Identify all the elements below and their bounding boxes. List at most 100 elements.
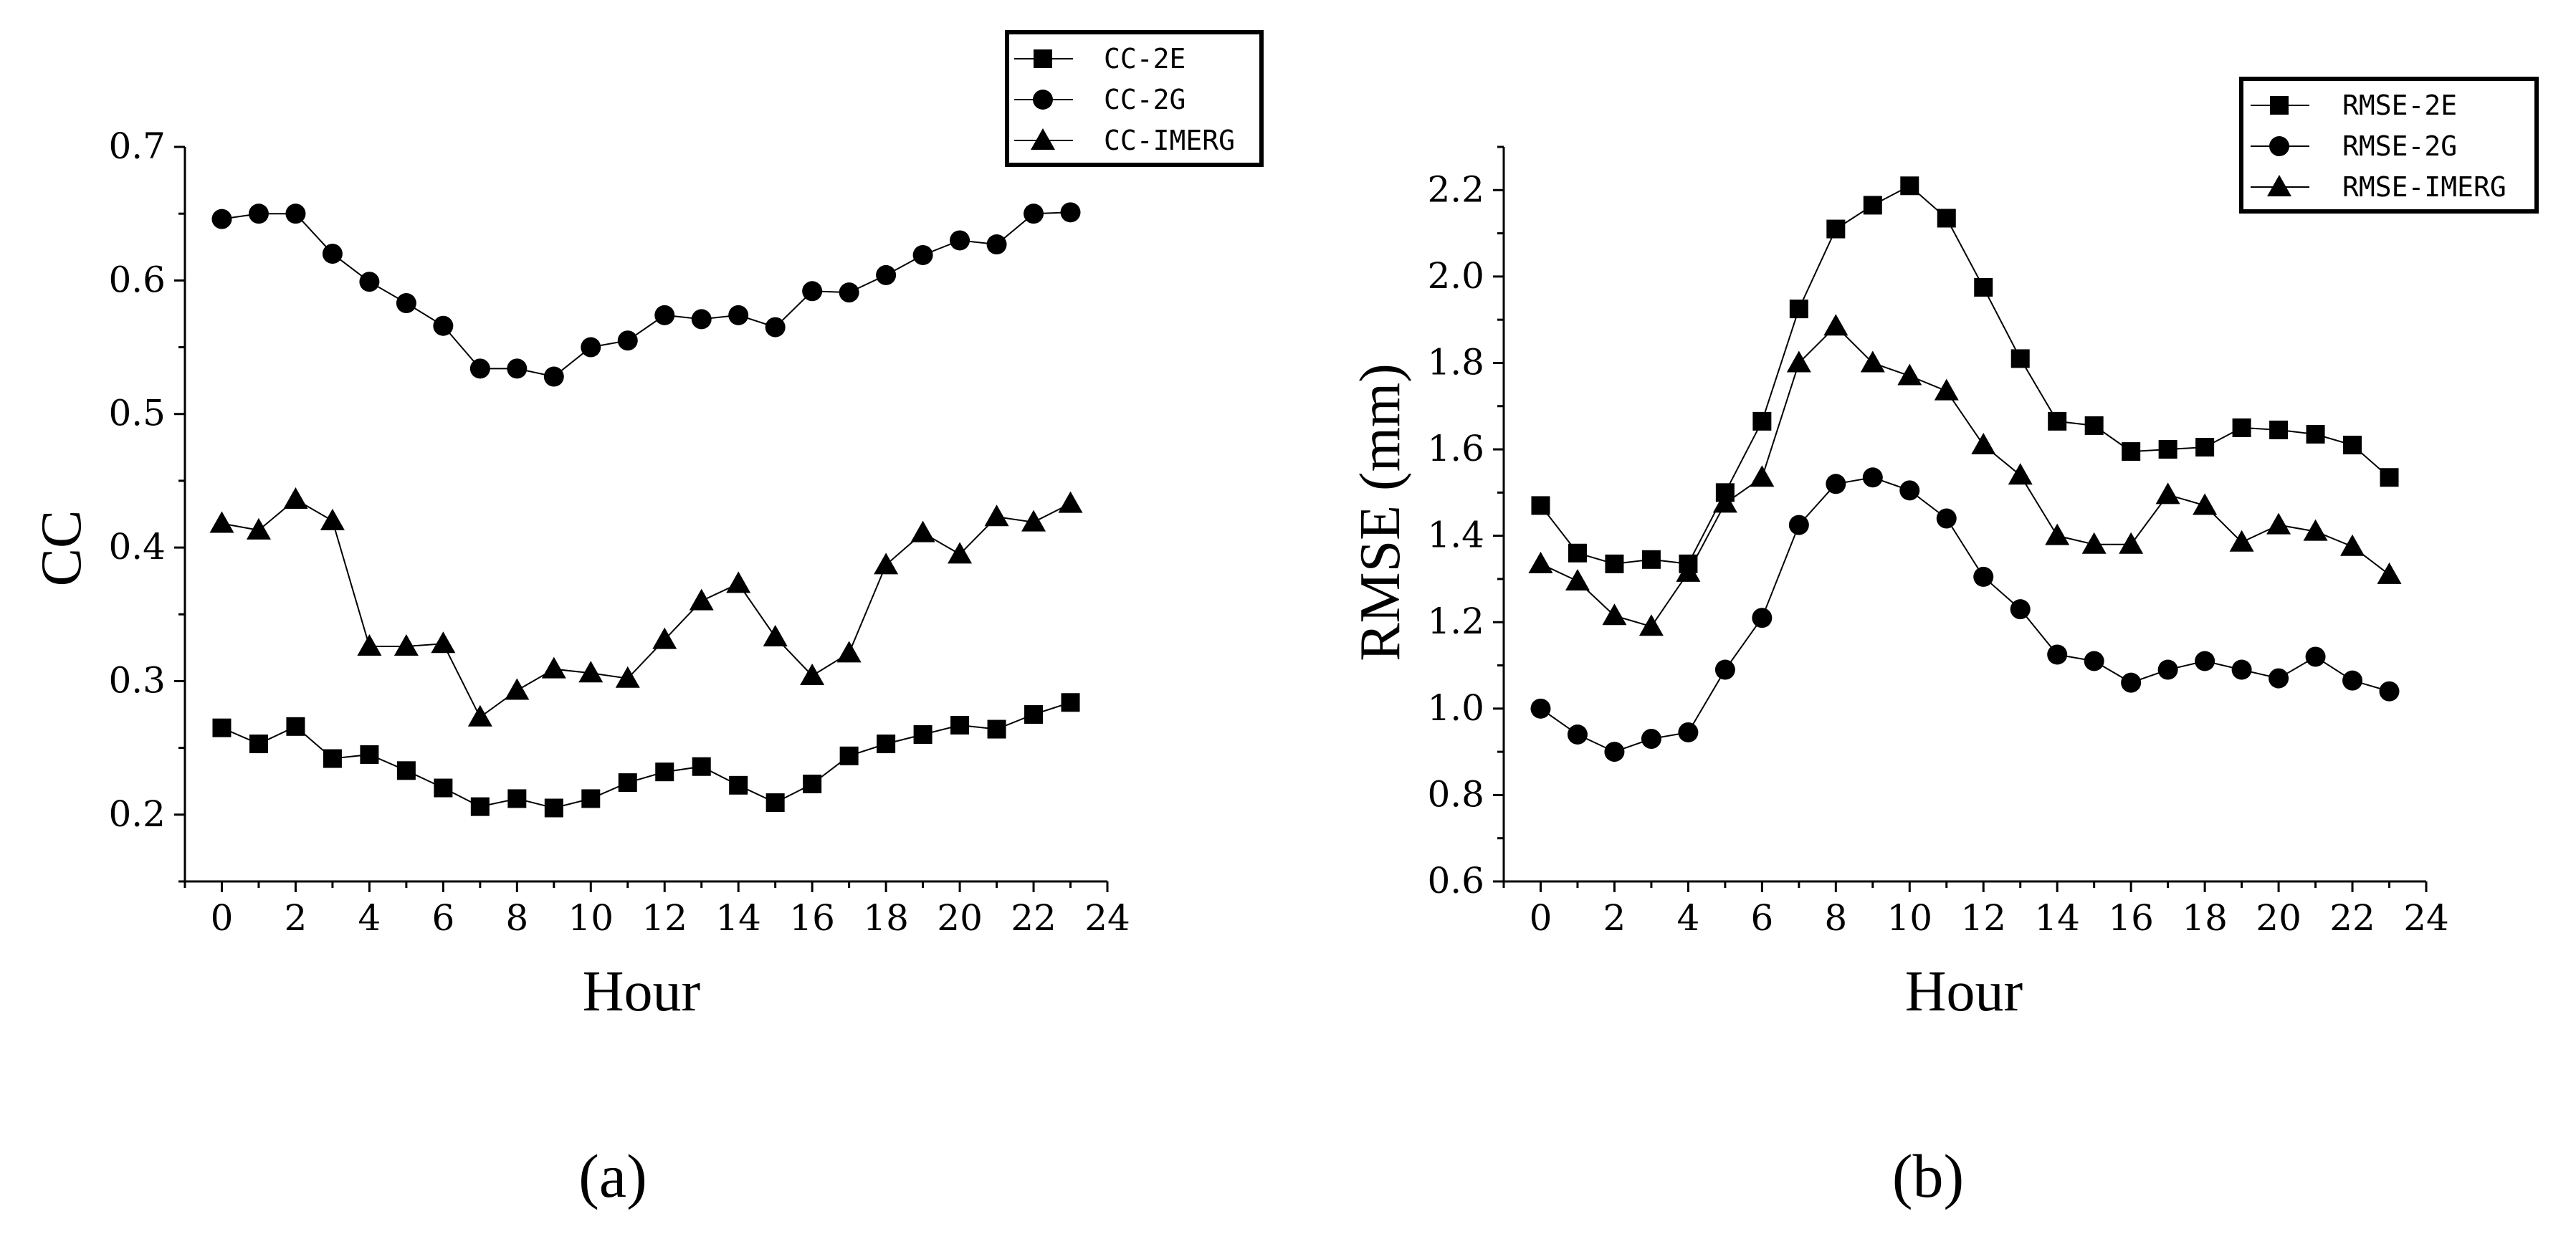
data-point-rmse-2e xyxy=(2380,468,2399,487)
data-point-cc-2e xyxy=(987,719,1006,739)
y-tick-label-b: 2.2 xyxy=(1427,168,1484,210)
x-tick-label-b: 24 xyxy=(2403,897,2449,939)
x-tick-label-a: 14 xyxy=(715,897,761,939)
y-tick-label-b: 1.8 xyxy=(1427,341,1484,383)
data-point-rmse-imerg xyxy=(1712,491,1737,513)
data-point-rmse-2g xyxy=(1530,698,1551,719)
data-point-cc-2g xyxy=(581,337,601,358)
data-point-cc-2g xyxy=(469,358,490,379)
data-point-rmse-imerg xyxy=(1676,560,1701,582)
data-point-cc-2g xyxy=(248,204,269,224)
data-point-cc-imerg xyxy=(357,634,382,656)
data-point-rmse-2e xyxy=(2269,420,2289,439)
data-point-cc-2g xyxy=(802,281,823,302)
data-point-rmse-imerg xyxy=(1750,465,1775,487)
data-point-rmse-2e xyxy=(1826,219,1846,239)
data-point-rmse-imerg xyxy=(1971,433,1996,455)
data-point-cc-imerg xyxy=(652,627,677,649)
data-point-cc-2e xyxy=(618,773,637,793)
y-tick-label-a: 0.3 xyxy=(108,659,166,701)
x-tick-label-b: 14 xyxy=(2034,897,2080,939)
data-point-rmse-imerg xyxy=(2193,493,2218,515)
data-point-rmse-2e xyxy=(2195,438,2215,457)
data-point-cc-2e xyxy=(877,735,896,754)
data-point-rmse-2g xyxy=(1826,474,1846,494)
data-point-cc-imerg xyxy=(689,588,714,611)
x-tick-label-a: 22 xyxy=(1011,897,1056,939)
data-point-cc-2g xyxy=(1024,204,1044,224)
data-point-cc-2g xyxy=(396,293,416,314)
data-point-cc-2g xyxy=(839,282,859,303)
data-point-rmse-2g xyxy=(2084,651,2104,671)
chart-panel-a: 0.20.30.40.50.60.70 2 4 6 8 10 12 14 16 18 20 22 24 … xyxy=(30,30,1264,1210)
data-point-rmse-2g xyxy=(1678,722,1699,742)
data-point-rmse-2e xyxy=(2048,411,2067,431)
data-point-rmse-2g xyxy=(1567,724,1588,745)
data-point-rmse-2e xyxy=(1900,176,1919,196)
data-point-rmse-2g xyxy=(1641,729,1661,750)
data-point-cc-2e xyxy=(1024,705,1044,724)
data-point-cc-2e xyxy=(323,749,342,768)
data-point-rmse-2e xyxy=(2232,418,2251,437)
data-point-rmse-2e xyxy=(1974,277,1993,297)
data-point-rmse-2e xyxy=(1641,550,1661,569)
x-axis-label-b: Hour xyxy=(1905,960,2023,1023)
data-point-cc-2e xyxy=(544,798,563,818)
data-point-rmse-2g xyxy=(1936,508,1957,529)
data-point-rmse-imerg xyxy=(1934,378,1959,401)
x-tick-label-a: 4 xyxy=(358,897,381,939)
data-point-cc-2g xyxy=(912,244,933,265)
data-point-cc-imerg xyxy=(984,504,1009,527)
legend-b: RMSE-2E RMSE-2G RMSE-IMERG xyxy=(2239,77,2539,214)
data-point-rmse-2e xyxy=(1863,196,1882,215)
data-point-cc-imerg xyxy=(246,517,271,540)
legend-marker-cc-imerg xyxy=(1031,128,1055,150)
data-point-cc-2e xyxy=(655,762,674,782)
data-point-cc-imerg xyxy=(910,520,935,542)
data-point-rmse-2g xyxy=(2231,659,2252,680)
data-point-rmse-imerg xyxy=(2303,519,2328,541)
legend-label-rmse-imerg: RMSE-IMERG xyxy=(2342,171,2506,203)
data-point-rmse-imerg xyxy=(1602,603,1627,626)
x-tick-label-b: 20 xyxy=(2256,897,2301,939)
data-point-cc-2g xyxy=(543,366,564,387)
axes-b: 0.60.81.01.21.41.61.82.02.20 2 4 6 8 10 12 14 16… xyxy=(1427,145,2449,939)
x-tick-label-b: 2 xyxy=(1603,897,1626,939)
data-point-rmse-2g xyxy=(2195,651,2215,671)
legend-label-cc-2e: CC-2E xyxy=(1104,43,1186,75)
data-point-rmse-2e xyxy=(1531,496,1550,515)
data-point-rmse-2e xyxy=(2122,442,2141,461)
data-point-cc-2g xyxy=(359,272,380,292)
legend-label-cc-imerg: CC-IMERG xyxy=(1104,125,1235,156)
data-point-cc-imerg xyxy=(209,511,234,533)
y-tick-label-a: 0.4 xyxy=(108,526,166,568)
data-point-rmse-2e xyxy=(2158,440,2177,459)
legend-marker-rmse-2g xyxy=(2269,136,2289,156)
data-point-cc-2e xyxy=(249,735,268,754)
data-point-rmse-2e xyxy=(2306,424,2325,444)
y-tick-label-a: 0.2 xyxy=(108,793,166,835)
panel-caption-b: (b) xyxy=(1892,1142,1964,1210)
data-point-rmse-2g xyxy=(1714,659,1735,680)
data-point-cc-2e xyxy=(434,778,453,798)
data-point-cc-2g xyxy=(617,330,638,351)
legend-marker-rmse-imerg xyxy=(2267,175,2291,196)
legend-label-rmse-2g: RMSE-2G xyxy=(2342,130,2457,162)
data-point-cc-2e xyxy=(470,797,490,816)
data-point-rmse-imerg xyxy=(2266,512,2291,535)
y-tick-label-b: 1.0 xyxy=(1427,687,1484,729)
data-point-rmse-2g xyxy=(1752,608,1773,628)
data-point-cc-2e xyxy=(839,746,859,765)
data-point-cc-2e xyxy=(212,718,232,737)
y-tick-label-a: 0.7 xyxy=(108,125,166,167)
data-point-cc-imerg xyxy=(283,487,308,509)
data-point-rmse-2g xyxy=(1862,467,1883,488)
series-a xyxy=(209,202,1083,818)
axes-a: 0.20.30.40.50.60.70 2 4 6 8 10 12 14 16 18 20 22 24 xyxy=(108,125,1130,939)
data-point-cc-2g xyxy=(322,244,343,264)
y-tick-label-a: 0.5 xyxy=(108,393,166,434)
data-point-cc-2g xyxy=(211,209,232,229)
legend-marker-rmse-2e xyxy=(2270,96,2289,115)
data-point-rmse-2g xyxy=(2379,681,2400,702)
